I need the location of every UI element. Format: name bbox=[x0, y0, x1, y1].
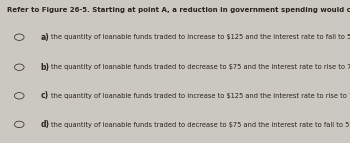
Text: the quantity of loanable funds traded to decrease to $75 and the interest rate t: the quantity of loanable funds traded to… bbox=[51, 64, 350, 70]
Text: d): d) bbox=[40, 120, 49, 129]
Text: the quantity of loanable funds traded to increase to $125 and the interest rate : the quantity of loanable funds traded to… bbox=[51, 34, 350, 40]
Text: the quantity of loanable funds traded to increase to $125 and the interest rate : the quantity of loanable funds traded to… bbox=[51, 93, 350, 99]
Text: Refer to Figure 26-5. Starting at point A, a reduction in government spending wo: Refer to Figure 26-5. Starting at point … bbox=[7, 7, 350, 13]
Text: b): b) bbox=[40, 63, 49, 72]
Text: the quantity of loanable funds traded to decrease to $75 and the interest rate t: the quantity of loanable funds traded to… bbox=[51, 121, 350, 128]
Text: c): c) bbox=[40, 91, 48, 100]
Text: a): a) bbox=[40, 33, 49, 42]
